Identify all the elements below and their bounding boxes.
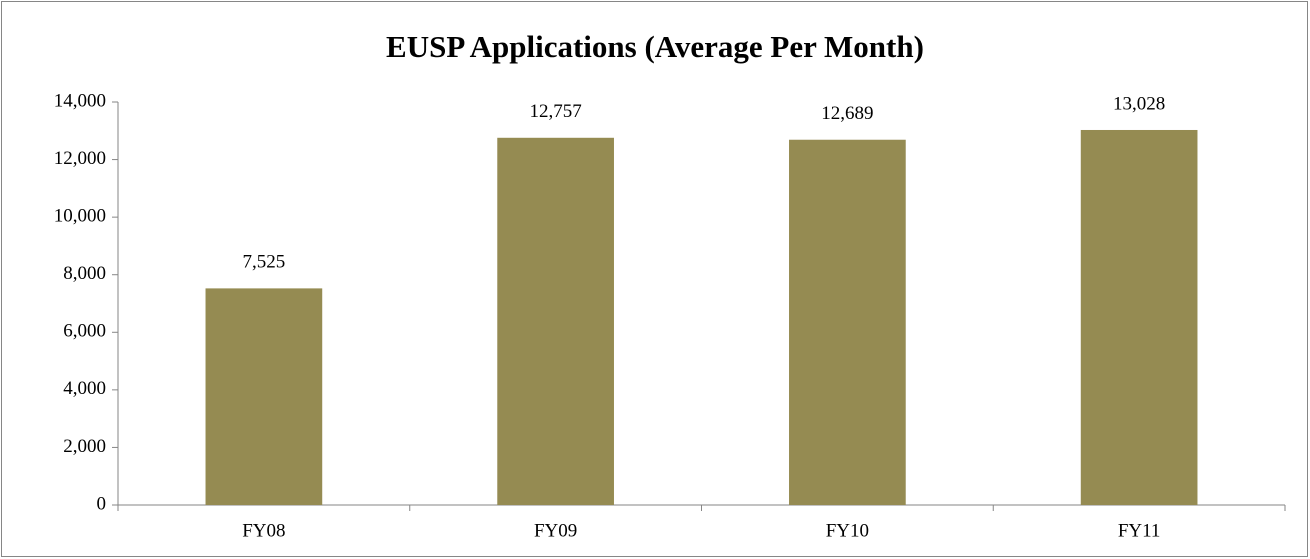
chart-title: EUSP Applications (Average Per Month)	[386, 29, 924, 64]
data-label: 7,525	[243, 252, 286, 273]
x-tick-label: FY10	[826, 520, 869, 541]
y-tick-label: 4,000	[63, 378, 106, 399]
data-label: 12,757	[530, 101, 582, 122]
y-tick-label: 10,000	[54, 206, 106, 227]
y-tick-label: 6,000	[63, 321, 106, 342]
bar	[789, 139, 906, 505]
y-tick-label: 8,000	[63, 263, 106, 284]
bar	[205, 288, 323, 505]
bar	[497, 137, 614, 505]
y-tick-label: 2,000	[63, 436, 106, 457]
data-label: 13,028	[1113, 93, 1165, 114]
y-tick-label: 14,000	[54, 90, 106, 111]
x-tick-label: FY09	[534, 520, 577, 541]
y-tick-label: 0	[97, 493, 107, 514]
bar	[1080, 129, 1198, 505]
data-label: 12,689	[821, 103, 873, 124]
x-tick-label: FY11	[1118, 520, 1161, 541]
x-tick-label: FY08	[242, 520, 285, 541]
y-tick-label: 12,000	[54, 148, 106, 169]
